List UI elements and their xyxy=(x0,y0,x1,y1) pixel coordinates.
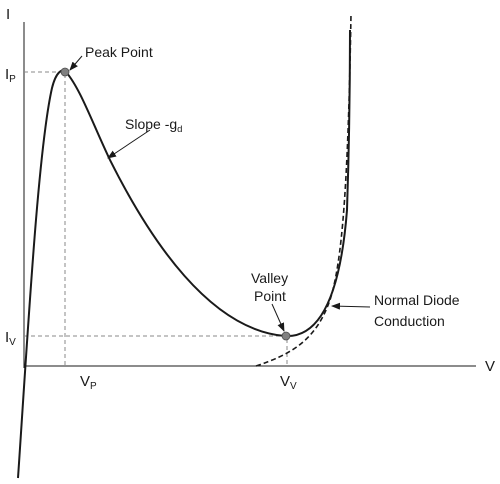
slope-arrow xyxy=(107,129,151,159)
peak-point-arrow xyxy=(69,55,83,71)
normal-diode-arrow xyxy=(331,302,371,310)
x-axis-label: V xyxy=(485,358,495,375)
vp-label: VP xyxy=(80,373,97,392)
valley-point-arrow xyxy=(271,303,285,332)
valley-point-label: Valley Point xyxy=(251,270,292,304)
slope-label: Slope -gd xyxy=(125,116,182,135)
normal-diode-label: Normal Diode Conduction xyxy=(374,292,463,329)
y-axis-label: I xyxy=(6,6,10,23)
iv-label: IV xyxy=(5,329,16,348)
valley-point-marker xyxy=(281,331,291,341)
peak-point-label: Peak Point xyxy=(85,44,153,60)
normal-diode-curve xyxy=(255,13,352,367)
tunnel-diode-curve xyxy=(17,29,351,479)
peak-point-marker xyxy=(60,67,70,77)
vv-label: VV xyxy=(280,373,297,392)
ip-label: IP xyxy=(5,66,16,85)
